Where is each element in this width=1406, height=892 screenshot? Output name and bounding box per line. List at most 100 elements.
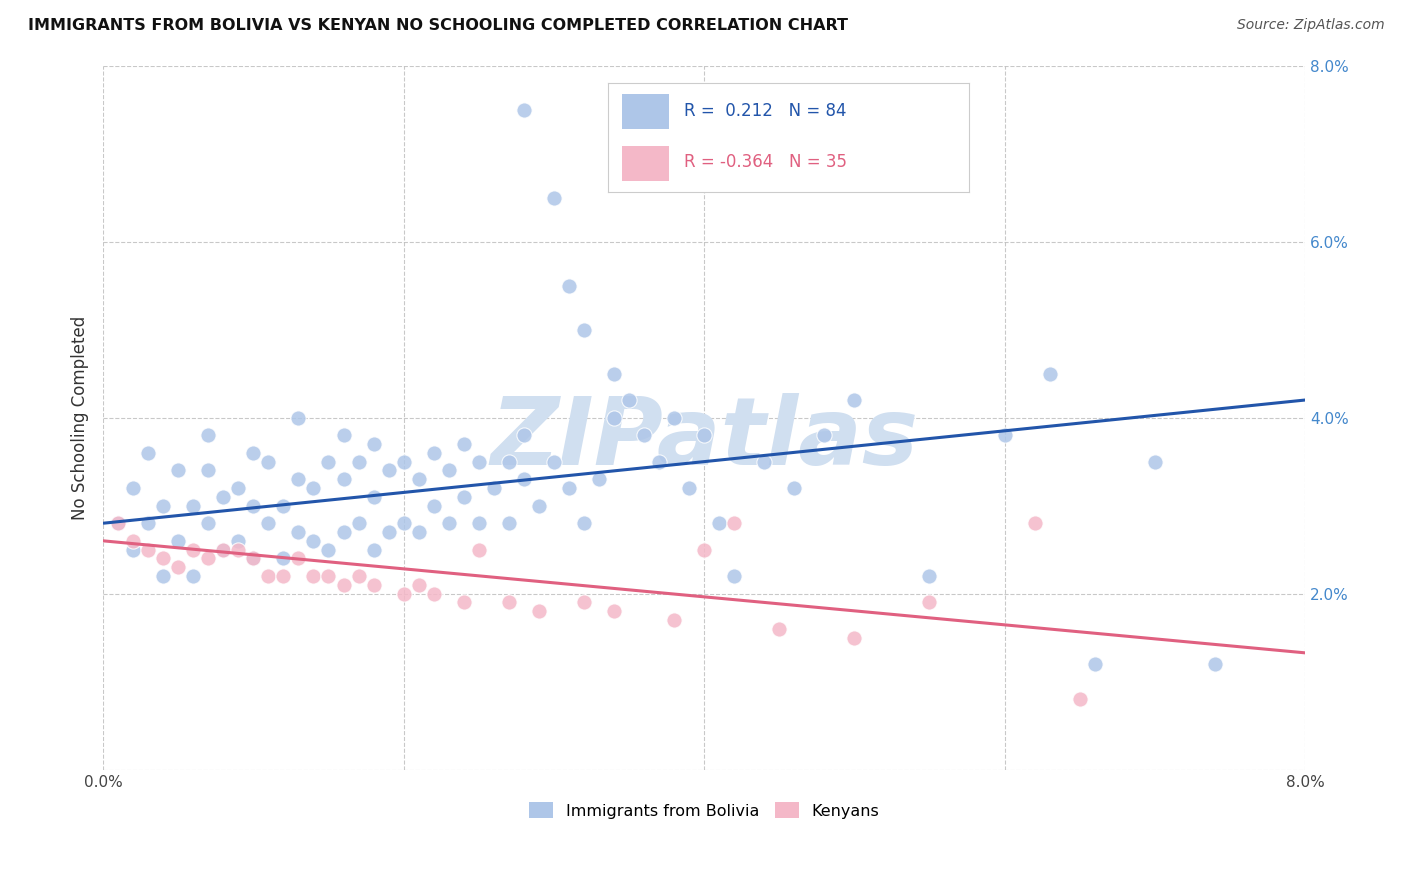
Point <box>1143 455 1166 469</box>
Point <box>167 533 190 548</box>
Point <box>332 472 354 486</box>
Point <box>377 463 399 477</box>
Point <box>543 191 565 205</box>
Text: Source: ZipAtlas.com: Source: ZipAtlas.com <box>1237 18 1385 32</box>
Point <box>1039 367 1062 381</box>
Point <box>527 499 550 513</box>
Point <box>302 569 325 583</box>
Point <box>1084 657 1107 671</box>
Point <box>482 481 505 495</box>
Point <box>437 516 460 531</box>
Point <box>723 569 745 583</box>
Point <box>197 551 219 566</box>
Point <box>122 533 145 548</box>
Point <box>167 560 190 574</box>
Point <box>572 516 595 531</box>
Point <box>994 428 1017 442</box>
Text: IMMIGRANTS FROM BOLIVIA VS KENYAN NO SCHOOLING COMPLETED CORRELATION CHART: IMMIGRANTS FROM BOLIVIA VS KENYAN NO SCH… <box>28 18 848 33</box>
Point <box>1204 657 1226 671</box>
Text: ZIPatlas: ZIPatlas <box>491 392 918 484</box>
Point <box>228 533 250 548</box>
Point <box>287 472 309 486</box>
Point <box>242 499 264 513</box>
Y-axis label: No Schooling Completed: No Schooling Completed <box>72 316 89 520</box>
Point <box>603 604 626 618</box>
Point <box>467 455 489 469</box>
Point <box>107 516 129 531</box>
Point <box>1024 516 1046 531</box>
Point <box>107 516 129 531</box>
Point <box>242 446 264 460</box>
Point <box>332 524 354 539</box>
Point <box>693 428 716 442</box>
Point <box>363 578 385 592</box>
Point <box>167 463 190 477</box>
Point <box>242 551 264 566</box>
Point <box>498 595 520 609</box>
Point <box>467 542 489 557</box>
Point <box>453 490 475 504</box>
Point <box>558 278 581 293</box>
Point <box>437 463 460 477</box>
Point <box>513 472 536 486</box>
Point <box>136 446 159 460</box>
Point <box>392 455 415 469</box>
Point <box>783 481 806 495</box>
Point <box>318 569 340 583</box>
Point <box>1069 692 1091 706</box>
Point <box>392 516 415 531</box>
Point <box>498 516 520 531</box>
Point <box>498 455 520 469</box>
Point <box>363 542 385 557</box>
Point <box>363 490 385 504</box>
Point <box>302 481 325 495</box>
Point <box>513 428 536 442</box>
Point <box>136 542 159 557</box>
Point <box>408 524 430 539</box>
Point <box>197 428 219 442</box>
Point <box>197 516 219 531</box>
Point <box>273 569 295 583</box>
Point <box>197 463 219 477</box>
Point <box>257 516 280 531</box>
Legend: Immigrants from Bolivia, Kenyans: Immigrants from Bolivia, Kenyans <box>523 796 886 825</box>
Point <box>318 455 340 469</box>
Point <box>257 455 280 469</box>
Point <box>918 595 941 609</box>
Point <box>588 472 610 486</box>
Point <box>287 551 309 566</box>
Point <box>467 516 489 531</box>
Point <box>408 472 430 486</box>
Point <box>181 542 204 557</box>
Point <box>648 455 671 469</box>
Point <box>558 481 581 495</box>
Point <box>257 569 280 583</box>
Point <box>228 542 250 557</box>
Point <box>408 578 430 592</box>
Point <box>152 551 174 566</box>
Point <box>707 516 730 531</box>
Point <box>332 428 354 442</box>
Point <box>332 578 354 592</box>
Point <box>754 455 776 469</box>
Point <box>212 542 235 557</box>
Point <box>392 587 415 601</box>
Point <box>617 392 640 407</box>
Point <box>287 410 309 425</box>
Point <box>422 587 444 601</box>
Point <box>603 367 626 381</box>
Point <box>662 410 685 425</box>
Point <box>633 428 655 442</box>
Point <box>377 524 399 539</box>
Point <box>678 481 700 495</box>
Point <box>347 569 370 583</box>
Point <box>152 499 174 513</box>
Point <box>527 604 550 618</box>
Point <box>918 569 941 583</box>
Point <box>844 631 866 645</box>
Point <box>122 481 145 495</box>
Point <box>363 437 385 451</box>
Point <box>318 542 340 557</box>
Point <box>693 542 716 557</box>
Point <box>422 446 444 460</box>
